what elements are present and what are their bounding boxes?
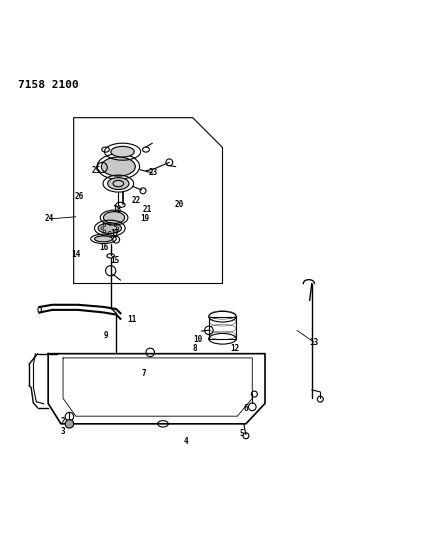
- Text: 15: 15: [111, 256, 120, 264]
- Text: 26: 26: [74, 192, 83, 201]
- Bar: [209, 317, 236, 339]
- Text: 7158 2100: 7158 2100: [18, 80, 79, 90]
- Text: 14: 14: [71, 250, 80, 259]
- Text: 8: 8: [193, 344, 197, 353]
- Text: 6: 6: [244, 405, 248, 414]
- Text: 2: 2: [61, 417, 65, 426]
- Text: 19: 19: [140, 214, 150, 223]
- Text: 20: 20: [175, 200, 184, 209]
- Text: 4: 4: [184, 437, 189, 446]
- Ellipse shape: [98, 223, 122, 233]
- Text: 3: 3: [61, 427, 65, 436]
- Text: 12: 12: [230, 344, 239, 353]
- Text: 17: 17: [111, 229, 120, 238]
- Text: 5: 5: [239, 429, 244, 438]
- Circle shape: [65, 419, 74, 428]
- Text: 9: 9: [103, 331, 108, 340]
- Text: 11: 11: [128, 315, 137, 324]
- Text: 7: 7: [142, 369, 146, 378]
- Text: 10: 10: [193, 335, 202, 344]
- Ellipse shape: [108, 177, 129, 190]
- Text: 24: 24: [45, 214, 54, 223]
- Ellipse shape: [101, 157, 135, 176]
- Text: 22: 22: [132, 196, 141, 205]
- Text: 21: 21: [142, 205, 152, 214]
- Text: 23: 23: [149, 167, 158, 176]
- Text: 25: 25: [91, 166, 101, 175]
- Ellipse shape: [95, 236, 113, 242]
- Text: 18: 18: [113, 205, 122, 214]
- Ellipse shape: [111, 147, 134, 157]
- Ellipse shape: [104, 212, 125, 223]
- Text: 16: 16: [100, 243, 109, 252]
- Text: 13: 13: [309, 338, 318, 346]
